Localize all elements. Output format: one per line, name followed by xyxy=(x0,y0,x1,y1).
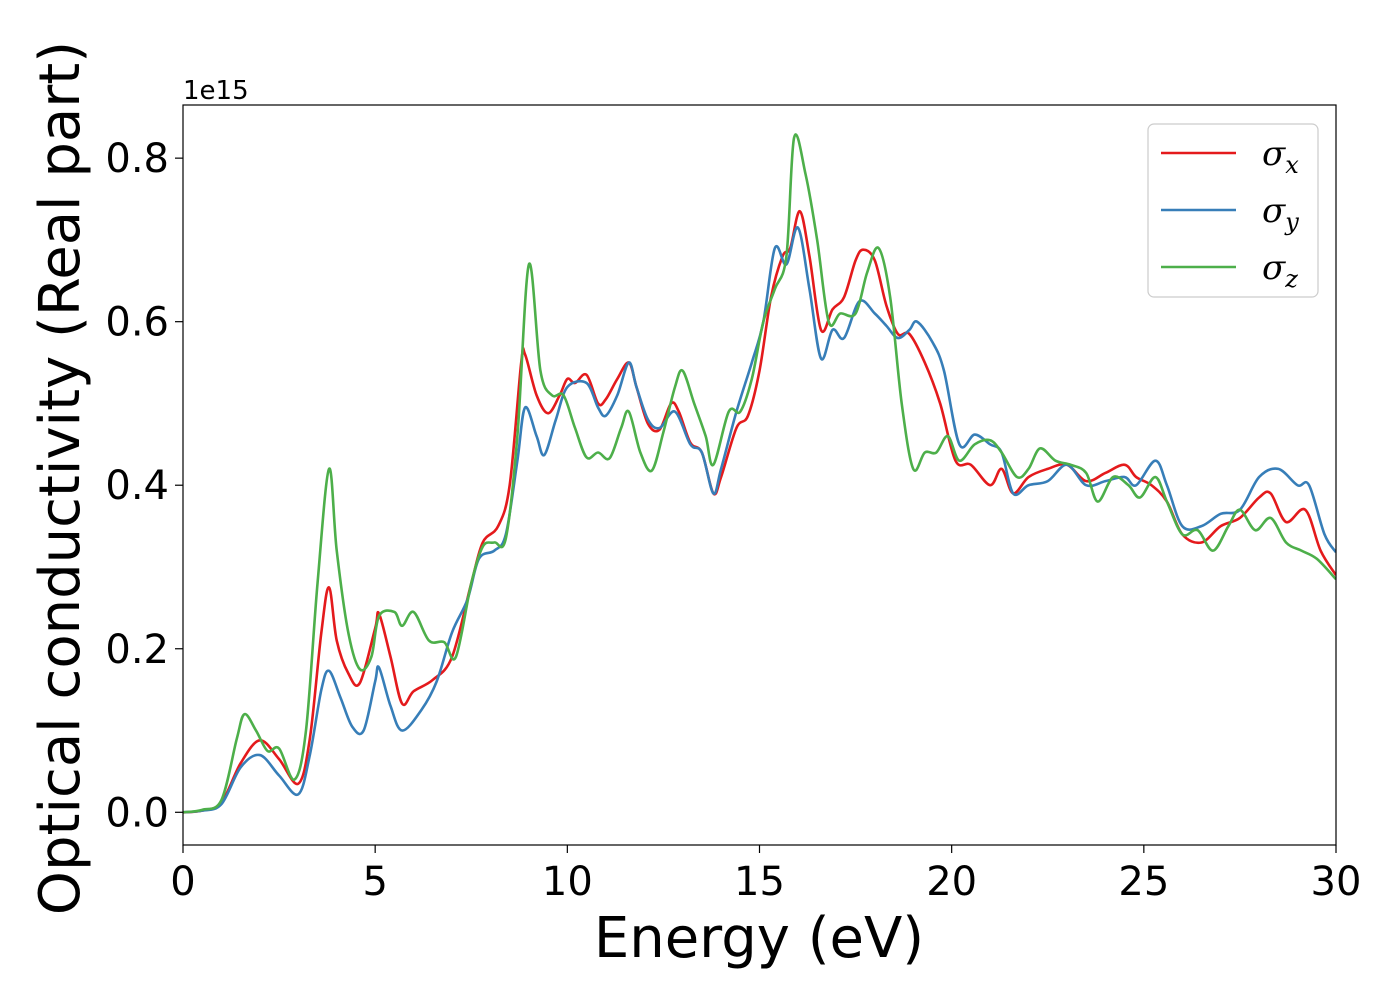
y-tick-label: 0.4 xyxy=(105,463,169,509)
x-tick-label: 5 xyxy=(362,859,387,905)
series-line-y xyxy=(183,226,1336,814)
x-tick-label: 10 xyxy=(542,859,593,905)
x-tick-label: 25 xyxy=(1118,859,1169,905)
x-tick-label: 20 xyxy=(926,859,977,905)
x-tick-label: 0 xyxy=(170,859,195,905)
x-axis: 0 5 10 15 20 25 30 xyxy=(170,845,1361,905)
x-tick-label: 30 xyxy=(1311,859,1362,905)
y-tick-label: 0.2 xyxy=(105,627,169,673)
y-tick-label: 0.6 xyxy=(105,300,169,346)
y-tick-label: 0.8 xyxy=(105,136,169,182)
x-tick-label: 15 xyxy=(734,859,785,905)
x-axis-label: Energy (eV) xyxy=(594,906,924,971)
y-axis-label: Optical conductivity (Real part) xyxy=(28,41,93,915)
series-layer xyxy=(183,133,1336,814)
y-offset-label: 1e15 xyxy=(183,76,249,106)
y-axis: 0.0 0.2 0.4 0.6 0.8 xyxy=(105,136,183,836)
series-line-z xyxy=(183,133,1336,814)
y-tick-label: 0.0 xyxy=(105,790,169,836)
